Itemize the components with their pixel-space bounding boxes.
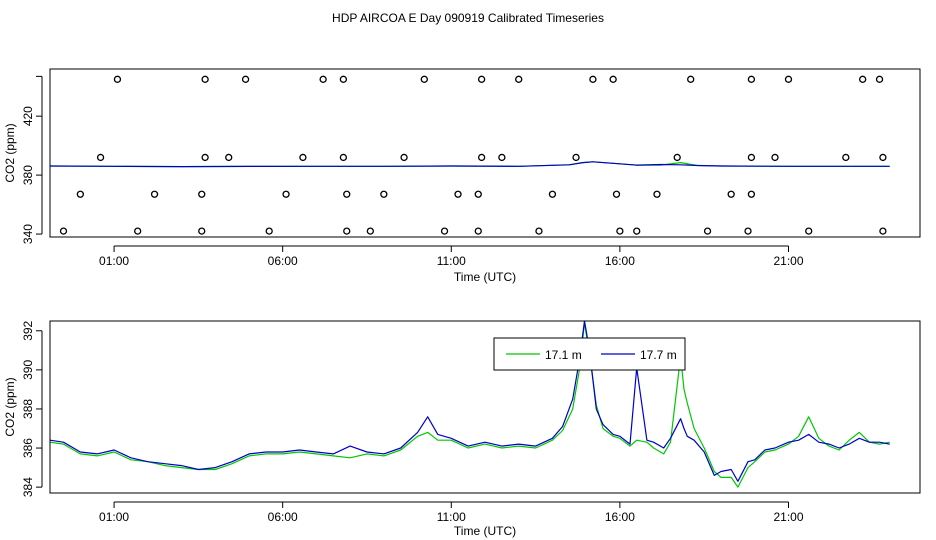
top-x-tick-label: 16:00: [605, 254, 635, 268]
calibration-marker: [113, 75, 122, 83]
calibration-marker: [771, 153, 779, 162]
bottom-y-axis-label: CO2 (ppm): [3, 377, 17, 436]
bottom-plot-frame: [49, 320, 921, 494]
bottom-x-tick-label: 11:00: [437, 510, 466, 524]
top-x-tick-label: 06:00: [268, 254, 298, 268]
calibration-marker: [474, 227, 482, 235]
calibration-marker: [299, 153, 307, 162]
bottom-x-tick-label: 21:00: [773, 510, 803, 524]
calibration-marker: [548, 190, 557, 198]
top-y-axis-label: CO2 (ppm): [3, 123, 17, 182]
calibration-marker: [687, 75, 695, 83]
calibration-marker: [420, 75, 428, 83]
top-series-line-17-7-m: [49, 161, 890, 168]
calibration-marker: [343, 190, 351, 198]
calibration-marker: [201, 75, 209, 83]
top-y-tick-label: 420: [21, 106, 35, 126]
bottom-y-tick-label: 384: [21, 477, 35, 497]
top-y-tick-label: 340: [21, 224, 35, 244]
calibration-marker: [616, 227, 624, 235]
calibration-marker: [454, 190, 462, 198]
calibration-marker: [474, 190, 482, 198]
calibration-marker: [96, 153, 105, 162]
calibration-marker: [198, 190, 206, 198]
calibration-marker: [59, 227, 68, 235]
bottom-y-tick-label: 386: [21, 438, 35, 458]
top-x-tick-label: 21:00: [773, 254, 803, 268]
calibration-marker: [366, 227, 374, 235]
calibration-marker: [134, 227, 142, 235]
top-y-tick-label: 380: [21, 165, 35, 185]
calibration-marker: [380, 190, 388, 198]
calibration-marker: [198, 227, 206, 235]
bottom-x-tick-label: 01:00: [99, 510, 129, 524]
bottom-plot-content: [49, 320, 890, 488]
calibration-marker: [319, 75, 327, 83]
calibration-marker: [784, 75, 793, 83]
legend-label-17-7m: 17.7 m: [640, 348, 677, 362]
bottom-x-tick-label: 16:00: [605, 510, 635, 524]
calibration-marker: [241, 75, 250, 83]
top-x-tick-label: 01:00: [99, 254, 129, 268]
top-y-axis: 340 380 420: [21, 75, 43, 244]
bottom-y-axis: 384 386 388 390 392: [21, 320, 43, 497]
top-x-axis-label: Time (UTC): [454, 270, 516, 284]
top-x-axis: 01:00 06:00 11:00 16:00 21:00: [99, 245, 804, 268]
calibration-marker: [339, 153, 348, 162]
calibration-marker: [572, 153, 580, 162]
calibration-marker: [589, 75, 597, 83]
calibration-marker: [498, 153, 506, 162]
legend: 17.1 m 17.7 m: [493, 337, 686, 371]
calibration-marker: [859, 75, 867, 83]
figure-title: HDP AIRCOA E Day 090919 Calibrated Times…: [332, 11, 604, 25]
calibration-marker: [400, 153, 408, 162]
calibration-marker: [150, 190, 159, 198]
legend-label-17-1m: 17.1 m: [545, 348, 582, 362]
calibration-marker: [653, 190, 661, 198]
calibration-marker: [747, 75, 756, 83]
calibration-marker: [805, 227, 813, 235]
calibration-marker: [282, 190, 290, 198]
calibration-marker: [747, 153, 756, 162]
bottom-panel: 01:00 06:00 11:00 16:00 21:00 384 386 388 390 39…: [3, 320, 921, 538]
calibration-marker: [225, 153, 233, 162]
calibration-marker: [747, 190, 756, 198]
top-panel: 01:00 06:00 11:00 16:00 21:00 340 380 420 Time…: [3, 68, 921, 284]
top-x-tick-label: 11:00: [437, 254, 466, 268]
calibration-marker: [673, 153, 681, 162]
calibration-marker: [842, 153, 850, 162]
calibration-marker: [879, 227, 887, 235]
calibration-marker: [633, 227, 641, 235]
calibration-marker: [477, 75, 486, 83]
calibration-marker: [609, 75, 617, 83]
calibration-marker: [727, 190, 735, 198]
bottom-y-tick-label: 388: [21, 399, 35, 419]
calibration-marker: [744, 227, 752, 235]
calibration-marker: [440, 227, 449, 235]
top-plot-content: [49, 75, 890, 235]
calibration-marker: [535, 227, 543, 235]
calibration-marker: [879, 153, 887, 162]
bottom-y-tick-label: 390: [21, 360, 35, 380]
calibration-marker: [515, 75, 523, 83]
bottom-series-line-17-1-m: [49, 322, 890, 488]
bottom-x-axis-label: Time (UTC): [454, 524, 516, 538]
bottom-x-axis: 01:00 06:00 11:00 16:00 21:00: [99, 501, 804, 524]
calibration-marker: [76, 190, 84, 198]
calibration-marker: [201, 153, 209, 162]
calibration-marker: [703, 227, 712, 235]
calibration-marker: [343, 227, 351, 235]
bottom-series-line-17-7-m: [49, 320, 890, 482]
calibration-marker: [477, 153, 486, 162]
bottom-y-tick-label: 392: [21, 320, 35, 340]
top-plot-frame: [49, 68, 921, 238]
calibration-marker: [265, 227, 273, 235]
bottom-x-tick-label: 06:00: [268, 510, 298, 524]
calibration-marker: [339, 75, 348, 83]
calibration-marker: [612, 190, 621, 198]
calibration-marker: [875, 75, 884, 83]
